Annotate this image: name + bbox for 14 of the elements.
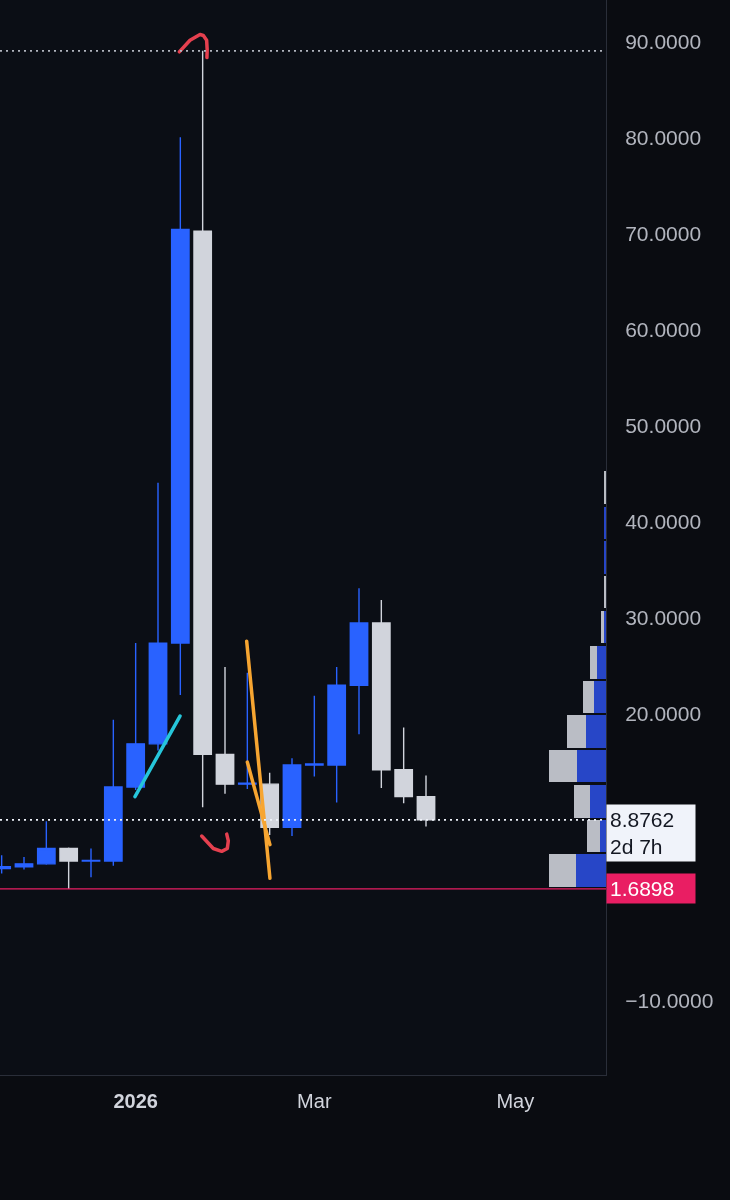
ref-line-label: 1.6898 xyxy=(610,877,675,900)
y-tick-label: −10.0000 xyxy=(625,989,714,1013)
x-tick-label: 2026 xyxy=(113,1090,158,1112)
y-tick-label: 90.0000 xyxy=(625,29,702,53)
y-tick-label: 80.0000 xyxy=(625,125,702,149)
y-tick-label: 40.0000 xyxy=(625,509,702,533)
y-tick-label: 50.0000 xyxy=(625,413,702,437)
ref-line-label: 8.8762 2d 7h xyxy=(610,808,675,859)
y-tick-label: 60.0000 xyxy=(625,317,702,341)
x-tick-label: Mar xyxy=(297,1090,332,1112)
y-tick-label: 20.0000 xyxy=(625,701,702,725)
x-tick-label: May xyxy=(496,1090,535,1112)
y-tick-label: 70.0000 xyxy=(625,221,702,245)
y-tick-label: 30.0000 xyxy=(625,605,702,629)
